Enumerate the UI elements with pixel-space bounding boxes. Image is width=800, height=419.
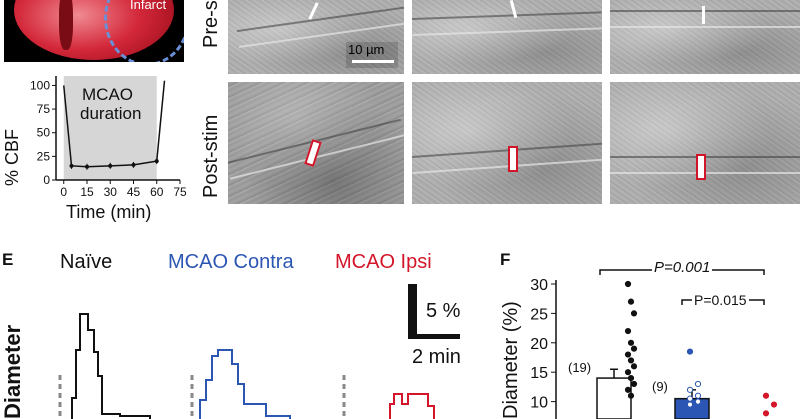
f-bar-0: [596, 377, 632, 419]
f-point-1: [694, 392, 702, 399]
f-y-tick-label: 20: [530, 336, 548, 353]
cbf-y-tick-label: 75: [37, 102, 51, 116]
panel-e-traces: [58, 284, 460, 419]
f-y-tick-label: 10: [530, 395, 548, 412]
scale-bar-horizontal: [408, 334, 460, 339]
p-value-2: P=0.015: [692, 292, 749, 308]
image-post-1: [228, 82, 404, 204]
cbf-y-tick-label: 50: [37, 126, 51, 140]
mcao-duration-shade: [63, 76, 157, 180]
trace-title-contra: MCAO Contra: [168, 251, 294, 273]
n-label-contra: (9): [652, 379, 668, 394]
f-point-0: [630, 363, 638, 370]
f-point-0: [630, 310, 638, 317]
f-point-2: [762, 410, 770, 417]
panel-letter-e: E: [2, 250, 14, 269]
image-post-2: [412, 82, 602, 204]
cbf-shade-label-1: MCAO: [82, 85, 133, 104]
cbf-y-axis-label: % CBF: [2, 128, 22, 186]
image-pre-3: [610, 0, 800, 74]
scale-bar-box: [346, 42, 398, 68]
f-point-2: [762, 392, 770, 399]
p-value-1: P=0.001: [652, 259, 713, 276]
f-point-0: [624, 351, 632, 358]
f-point-0: [630, 345, 638, 352]
trace-contra: [199, 349, 291, 419]
f-point-1: [686, 348, 694, 355]
row-label-post: Post-stim: [200, 114, 222, 198]
trace-title-ipsi: MCAO Ipsi: [335, 251, 432, 273]
f-point-0: [627, 357, 635, 364]
f-y-tick-label: 25: [530, 306, 548, 323]
cbf-chart: 0 25 50 75 100 0 15 30 45 60 75 MCAO duration % CB…: [0, 68, 200, 228]
f-point-0: [627, 339, 635, 346]
f-point-0: [624, 386, 632, 393]
cbf-x-tick-label: 75: [173, 185, 187, 199]
scale-bar-vertical: [408, 284, 417, 336]
cbf-x-tick-label: 60: [150, 185, 164, 199]
infarct-label: Infarct: [130, 0, 167, 12]
f-point-0: [624, 280, 632, 288]
cbf-x-tick-label: 15: [80, 185, 94, 199]
row-label-pre: Pre-s: [200, 0, 222, 48]
f-y-tick-label: 15: [530, 365, 548, 382]
cbf-y-tick-label: 100: [30, 78, 50, 92]
f-point-0: [627, 298, 635, 305]
image-post-3: [610, 82, 800, 204]
f-point-0: [630, 380, 638, 388]
cbf-x-axis-label: Time (min): [66, 202, 152, 222]
panel-letter-f: F: [500, 250, 511, 269]
cbf-y-tick-label: 25: [37, 149, 51, 163]
f-point-0: [624, 369, 632, 376]
f-point-1: [686, 395, 694, 402]
scale-bar-line: [352, 60, 394, 63]
f-bar-1: [674, 397, 710, 419]
f-point-1: [686, 401, 694, 408]
image-pre-2: [412, 0, 602, 74]
f-y-tick-label: 30: [530, 277, 548, 294]
f-point-0: [627, 374, 635, 382]
trace-title-naive: Naïve: [60, 251, 113, 273]
cbf-chart-svg: 0 25 50 75 100 0 15 30 45 60 75: [30, 76, 187, 199]
brain-slice-image: Infarct: [4, 0, 184, 62]
cbf-x-tick-label: 30: [104, 185, 118, 199]
f-point-0: [627, 392, 635, 399]
cbf-x-tick-label: 45: [127, 185, 141, 199]
f-point-2: [770, 401, 778, 408]
f-point-1: [686, 386, 694, 393]
f-point-1: [694, 380, 702, 388]
cbf-shade-label-2: duration: [80, 104, 142, 123]
panel-f-chart: 10 15 20 25 30: [530, 269, 778, 419]
scale-x-label: 2 min: [412, 346, 461, 368]
trace-naive: [71, 313, 151, 419]
n-label-naive: (19): [568, 360, 592, 375]
f-point-0: [624, 327, 632, 335]
cbf-x-tick-label: 0: [60, 185, 67, 199]
trace-ipsi: [389, 393, 435, 419]
scale-y-label: 5 %: [426, 300, 461, 322]
f-point-1: [694, 398, 702, 405]
cbf-y-tick-label: 0: [43, 173, 50, 187]
scale-bar-label: 10 µm: [348, 42, 385, 57]
